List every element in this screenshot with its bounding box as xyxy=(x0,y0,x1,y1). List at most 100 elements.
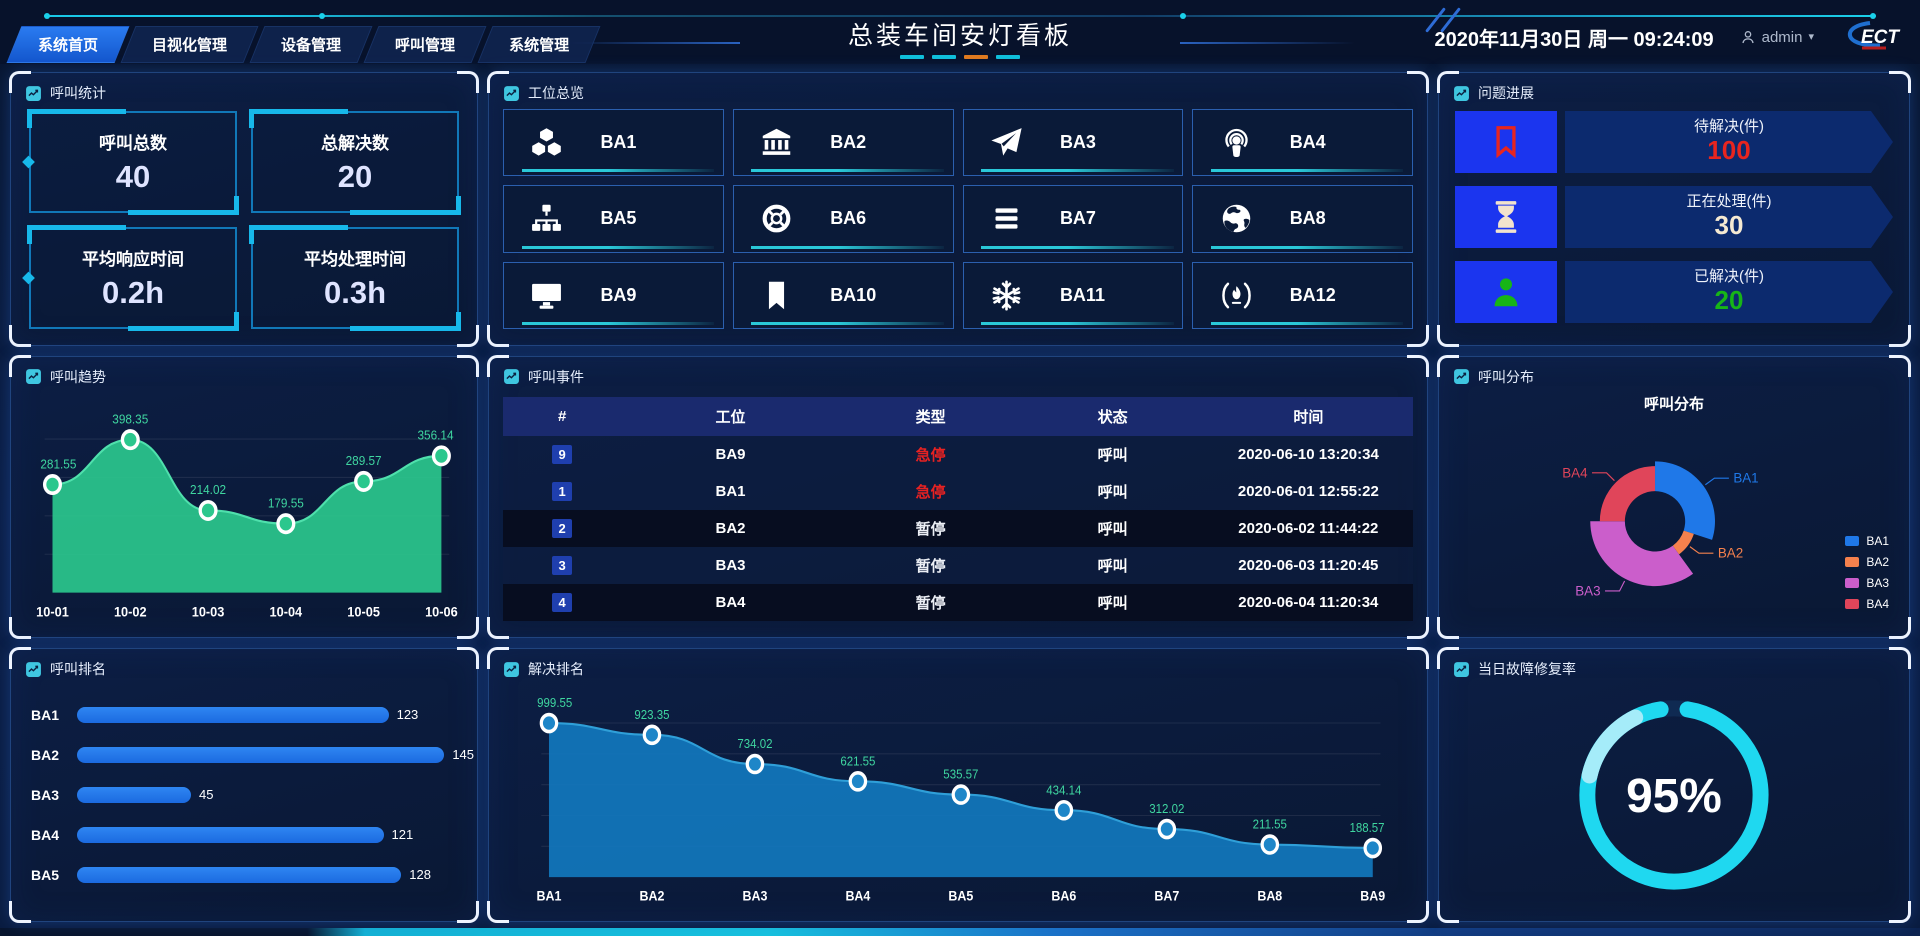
nav-tab-2[interactable]: 目视化管理 xyxy=(128,26,251,63)
ranking-track: 45 xyxy=(77,787,457,804)
ranking-bar xyxy=(77,747,445,764)
bottom-bar-decoration xyxy=(0,928,1920,936)
event-station: BA2 xyxy=(715,519,746,537)
station-button-BA1[interactable]: BA1 xyxy=(503,109,724,177)
hourglass-icon xyxy=(1495,201,1517,233)
panel-repair-rate: 当日故障修复率 95% xyxy=(1437,647,1911,923)
issue-band: 待解决(件) 100 xyxy=(1565,111,1893,173)
panel-issue-progress: 问题进展 待解决(件) 100 正在处理(件) 30 已解决(件) 20 xyxy=(1437,71,1911,347)
user-menu[interactable]: admin ▾ xyxy=(1740,29,1814,46)
main-nav: 系统首页 目视化管理 设备管理 呼叫管理 系统管理 xyxy=(14,26,1906,63)
donut-slice-BA3 xyxy=(1590,521,1694,586)
bank-icon xyxy=(762,128,791,156)
x-axis-label: BA6 xyxy=(1051,888,1076,904)
stat-value: 20 xyxy=(337,158,373,194)
legend-swatch xyxy=(1845,536,1860,547)
legend-item-BA1: BA1 xyxy=(1845,534,1889,548)
station-label: BA11 xyxy=(1059,284,1105,305)
station-button-BA10[interactable]: BA10 xyxy=(732,261,954,329)
events-row: 9 BA9 急停 呼叫 2020-06-10 13:20:34 xyxy=(503,435,1413,473)
donut-label: BA2 xyxy=(1718,546,1743,561)
station-button-BA8[interactable]: BA8 xyxy=(1192,185,1413,253)
event-station: BA9 xyxy=(715,445,746,463)
ranking-label: BA1 xyxy=(31,707,60,724)
datetime: 2020年11月30日 周一 09:24:09 xyxy=(1434,28,1714,51)
nav-tab-3[interactable]: 设备管理 xyxy=(257,26,365,63)
event-time: 2020-06-01 12:55:22 xyxy=(1237,482,1379,500)
ranking-value: 123 xyxy=(396,707,419,723)
ranking-bar xyxy=(77,866,402,883)
station-button-BA2[interactable]: BA2 xyxy=(732,109,954,177)
title-sideline-left xyxy=(565,42,740,44)
panel-title: 当日故障修复率 xyxy=(1478,661,1576,678)
ranking-label: BA2 xyxy=(31,747,60,764)
event-station: BA1 xyxy=(715,482,746,500)
legend-label: BA1 xyxy=(1866,534,1889,549)
data-label: 923.35 xyxy=(634,707,669,722)
ranking-track: 123 xyxy=(77,707,457,724)
station-button-BA9[interactable]: BA9 xyxy=(503,261,724,329)
panel-title-row: 呼叫分布 xyxy=(1453,365,1895,389)
call-stats-grid: 呼叫总数 40 总解决数 20 平均响应时间 0.2h 平均处理时间 0.3h xyxy=(22,105,463,331)
panel-call-stats: 呼叫统计 呼叫总数 40 总解决数 20 平均响应时间 0.2h 平均处理时间 0.3h xyxy=(9,71,479,347)
topline-dot xyxy=(1179,13,1186,19)
call-distribution-chart: 呼叫分布 BA1 BA2 BA3 BA4 BA1 BA2 BA3 BA4 xyxy=(1453,393,1895,629)
nav-tab-1[interactable]: 系统首页 xyxy=(14,26,122,63)
stat-label: 平均响应时间 xyxy=(82,249,184,269)
event-type: 暂停 xyxy=(915,594,946,612)
person-icon xyxy=(1494,278,1518,307)
station-button-BA5[interactable]: BA5 xyxy=(503,185,724,253)
ranking-row: BA5 128 xyxy=(31,866,457,883)
title-dashes-decoration xyxy=(900,55,1020,59)
stat-box: 呼叫总数 40 xyxy=(22,109,239,215)
event-id-badge: 2 xyxy=(552,518,573,538)
panel-title: 解决排名 xyxy=(528,661,584,678)
issue-icon-box xyxy=(1455,110,1557,173)
bars-icon xyxy=(995,208,1018,230)
nav-tab-4[interactable]: 呼叫管理 xyxy=(371,26,479,63)
ranking-value: 45 xyxy=(199,787,214,803)
data-label: 734.02 xyxy=(737,737,772,752)
ranking-track: 121 xyxy=(77,827,457,843)
logo-accent xyxy=(1862,46,1886,50)
paper-plane-icon xyxy=(991,128,1022,156)
legend-swatch xyxy=(1845,599,1860,610)
nav-tab-label: 设备管理 xyxy=(281,37,342,54)
station-button-BA11[interactable]: BA11 xyxy=(962,261,1184,329)
station-label: BA1 xyxy=(600,132,637,153)
chevron-down-icon: ▾ xyxy=(1808,30,1814,43)
station-label: BA4 xyxy=(1289,132,1326,153)
chart-line-icon xyxy=(1454,661,1469,677)
x-axis-label: BA5 xyxy=(948,888,973,904)
panel-title: 呼叫排名 xyxy=(50,661,106,678)
x-axis-label: 10-01 xyxy=(36,604,69,620)
fire-icon xyxy=(1221,282,1251,309)
gauge-highlight xyxy=(1579,700,1769,890)
topline-dot xyxy=(318,13,325,19)
donut-slice-BA1 xyxy=(1655,461,1715,540)
nav-tab-5[interactable]: 系统管理 xyxy=(485,26,593,63)
station-label: BA5 xyxy=(600,208,637,229)
event-status: 呼叫 xyxy=(1097,520,1128,538)
header-topline-decoration xyxy=(44,13,1876,19)
donut-slice-BA2 xyxy=(1672,530,1694,555)
event-station: BA4 xyxy=(715,593,746,611)
station-label: BA6 xyxy=(830,208,867,229)
events-column-header: 工位 xyxy=(621,396,840,436)
legend-swatch xyxy=(1845,557,1860,568)
panel-call-trend: 呼叫趋势 281.55 10-01 398.35 10-02 214.02 10-03 17… xyxy=(9,354,479,640)
issue-label: 正在处理(件) xyxy=(1686,193,1772,210)
station-button-BA12[interactable]: BA12 xyxy=(1192,261,1413,329)
resolve-ranking-chart: 999.55 BA1 923.35 BA2 734.02 BA3 621.55 BA4 535.… xyxy=(503,681,1413,909)
station-button-BA6[interactable]: BA6 xyxy=(732,185,954,253)
data-label: 289.57 xyxy=(346,454,382,469)
panel-call-events: 呼叫事件 # 工位 类型 状态 时间 9 BA9 急停 呼叫 2020-06-10 13:20:3… xyxy=(487,354,1429,640)
station-button-BA7[interactable]: BA7 xyxy=(962,185,1184,253)
station-button-BA3[interactable]: BA3 xyxy=(962,109,1184,177)
donut-slice-BA4 xyxy=(1599,466,1656,522)
nav-tab-label: 系统管理 xyxy=(509,37,570,54)
panel-title-row: 呼叫趋势 xyxy=(25,365,463,389)
station-button-BA4[interactable]: BA4 xyxy=(1192,109,1413,177)
nav-tab-label: 系统首页 xyxy=(38,37,99,54)
